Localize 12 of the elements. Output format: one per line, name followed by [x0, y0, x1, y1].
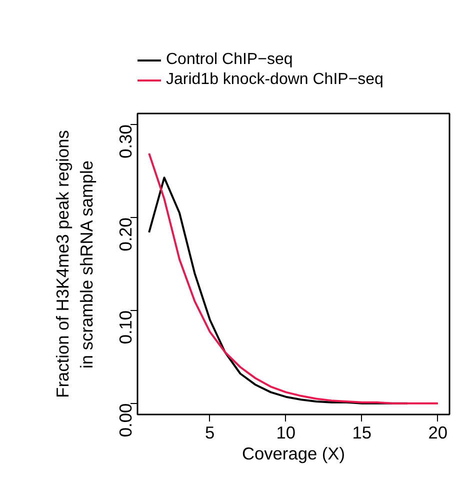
x-tick-label: 20 — [428, 422, 448, 442]
legend-label: Control ChIP−seq — [166, 51, 293, 69]
y-tick-label: 0.20 — [116, 218, 136, 252]
x-tick-label: 5 — [205, 422, 215, 442]
y-axis-title: Fraction of H3K4me3 peak regions in scramble shRNA sample — [52, 130, 96, 398]
legend-label: Jarid1b knock-down ChIP−seq — [166, 71, 384, 89]
y-tick-label: 0.10 — [116, 310, 136, 344]
x-tick-label: 15 — [352, 422, 372, 442]
x-axis-title: Coverage (X) — [242, 444, 346, 464]
x-tick-label: 10 — [276, 422, 296, 442]
y-tick-label: 0.00 — [116, 403, 136, 438]
y-tick-label: 0.30 — [116, 124, 136, 158]
